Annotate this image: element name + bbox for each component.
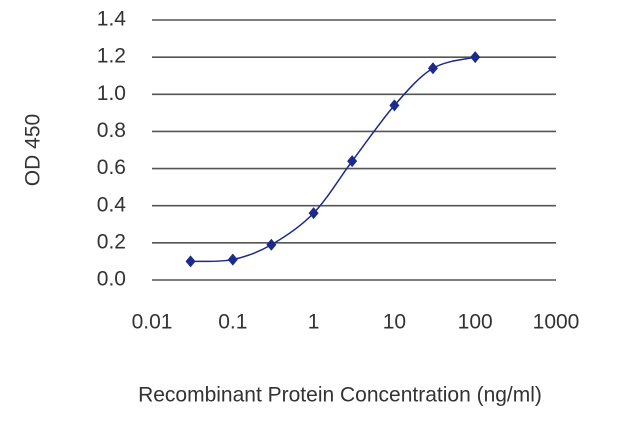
y-tick-label: 0.6 — [97, 156, 126, 179]
series-line — [190, 56, 476, 263]
x-tick-label: 100 — [458, 311, 493, 334]
y-tick-label: 0.8 — [97, 119, 126, 142]
data-point — [227, 253, 238, 266]
x-tick-label: 0.01 — [132, 311, 173, 334]
y-tick-label: 0.2 — [97, 230, 126, 253]
data-point — [308, 207, 319, 220]
y-tick-label: 1.0 — [97, 82, 126, 105]
x-tick-label: 1 — [308, 311, 320, 334]
data-point — [427, 62, 438, 75]
data-point — [266, 238, 277, 251]
y-tick-label: 1.2 — [97, 45, 126, 68]
x-tick-label: 10 — [383, 311, 406, 334]
x-axis-label: Recombinant Protein Concentration (ng/ml… — [138, 384, 542, 407]
data-point — [347, 155, 358, 168]
data-point — [185, 255, 196, 268]
x-tick-label: 0.1 — [218, 311, 247, 334]
y-axis-label: OD 450 — [22, 114, 45, 186]
y-tick-label: 1.4 — [97, 8, 127, 31]
data-point — [389, 99, 400, 112]
x-tick-label: 1000 — [533, 311, 580, 334]
y-tick-label: 0.0 — [97, 268, 126, 291]
data-point — [470, 51, 481, 64]
y-tick-label: 0.4 — [97, 193, 127, 216]
